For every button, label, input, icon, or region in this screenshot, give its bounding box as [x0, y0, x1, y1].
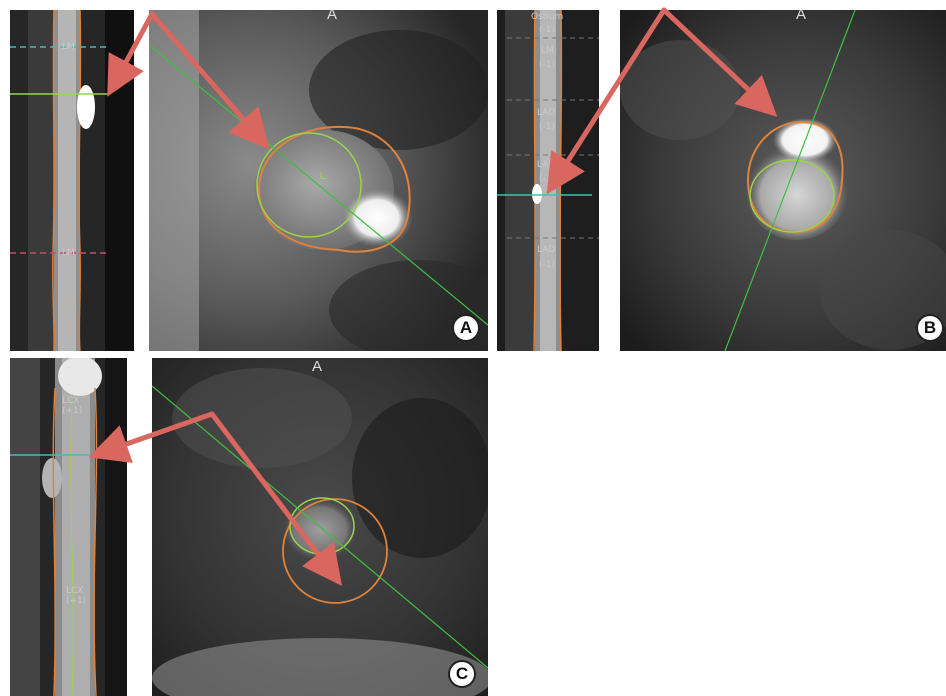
segment-tag-lad-3-index: (-1) — [539, 260, 555, 270]
segment-tag-lad-1: LAD — [537, 108, 556, 118]
segment-tag-lcx-bottom-index: (+1) — [66, 596, 87, 606]
segment-tag-lm: LM — [541, 46, 554, 56]
panel-b-cross-section-image — [620, 10, 946, 351]
panel-a-label-badge: A — [452, 314, 480, 342]
segment-tag-ostium-index: (-1) — [539, 25, 555, 35]
segment-tag-lad-1-index: (-1) — [539, 122, 555, 132]
panel-b-straightened-view: Ostium (-1) LM (-1) LAD (-1) LAD (-1) LA… — [497, 10, 599, 351]
panel-c-cross-section-image — [152, 358, 488, 696]
svg-text:∟: ∟ — [319, 169, 329, 183]
panel-b-cross-section-view: A B — [620, 10, 946, 351]
panel-a-cross-section-image: ∟ — [149, 10, 488, 351]
segment-tag-ostium: Ostium — [531, 12, 564, 22]
panel-b-orientation-letter: A — [796, 10, 807, 23]
panel-a-orientation-letter: A — [327, 10, 338, 23]
segment-tag-lm-top: LM — [62, 42, 75, 52]
panel-b-label-badge: B — [916, 314, 944, 342]
panel-a-straight-vessel — [10, 10, 134, 351]
segment-tag-lcx-top-index: (+1) — [62, 406, 83, 416]
panel-c-straightened-view: LCX (+1) LCX (+1) — [10, 358, 127, 696]
segment-tag-lad-2-index: (-1) — [539, 174, 555, 184]
segment-tag-lm-index: (-1) — [539, 60, 555, 70]
panel-c-orientation-letter: A — [312, 358, 323, 375]
panel-a-straightened-view: LM LM — [10, 10, 134, 351]
segment-tag-lad-2: LAD — [537, 160, 556, 170]
segment-tag-lcx-top: LCX — [62, 396, 80, 406]
panel-c-cross-section-view: A C — [152, 358, 488, 696]
panel-c-label-badge: C — [448, 660, 476, 688]
segment-tag-lcx-bottom: LCX — [66, 586, 84, 596]
panel-a-cross-section-view: ∟ A A — [149, 10, 488, 351]
segment-tag-lm-bottom: LM — [62, 248, 75, 258]
segment-tag-lad-3: LAD — [537, 245, 556, 255]
